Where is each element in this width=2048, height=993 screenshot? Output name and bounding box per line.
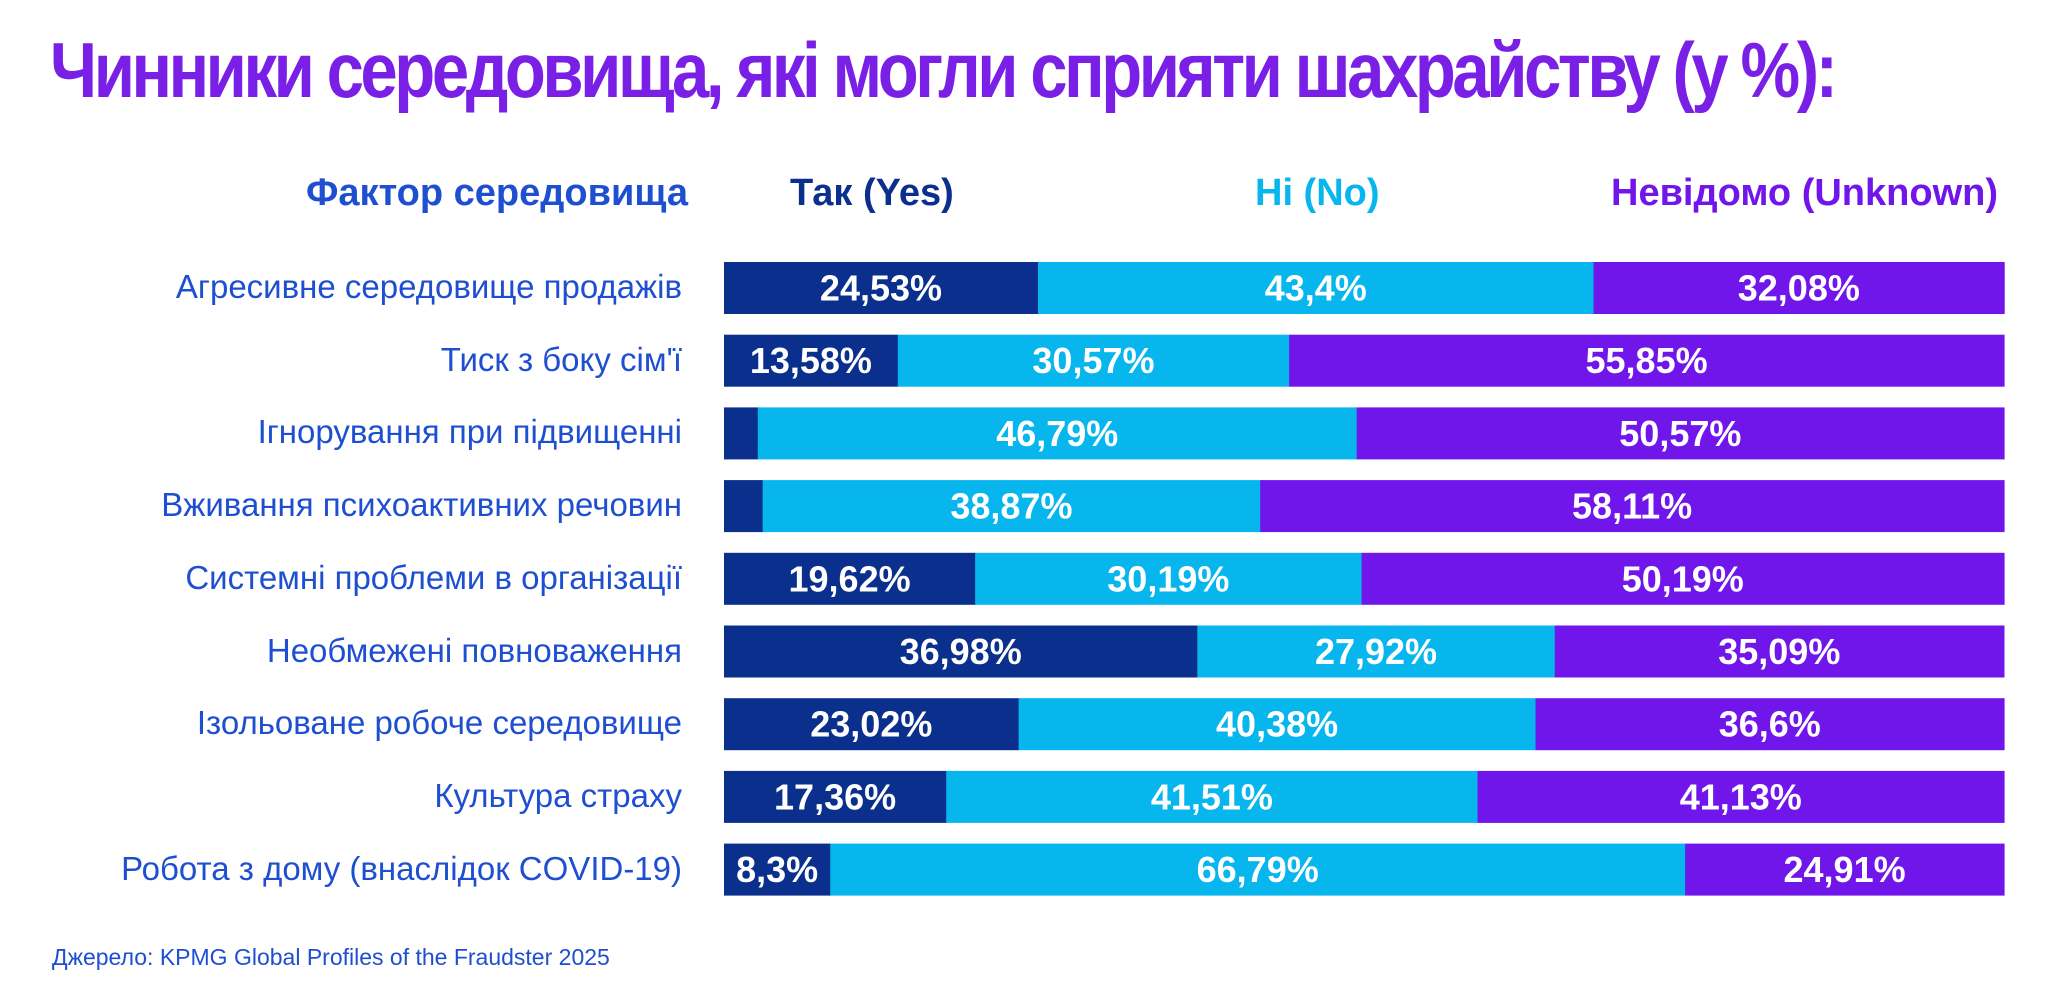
data-label-yes: 24,53% bbox=[820, 268, 942, 309]
category-label: Культура страху bbox=[434, 776, 682, 814]
data-label-yes: 8,3% bbox=[736, 849, 818, 890]
bar-segment-yes bbox=[724, 770, 947, 823]
bar-segment-no bbox=[1037, 262, 1595, 314]
category-label: Вживання психоактивних речовин bbox=[161, 486, 682, 524]
category-label: Системні проблеми в організації bbox=[185, 558, 682, 596]
data-label-no: 27,92% bbox=[1315, 631, 1437, 672]
bar-segment-unknown bbox=[1554, 625, 2005, 678]
bar-segment-unknown bbox=[1356, 407, 2005, 460]
category-label: Ігнорування при підвищенні bbox=[257, 413, 682, 451]
data-label-no: 43,4% bbox=[1265, 268, 1367, 309]
bar-segment-no bbox=[946, 770, 1479, 823]
bar-segment-no bbox=[975, 552, 1363, 605]
data-label-no: 30,19% bbox=[1107, 558, 1229, 599]
bar-segment-yes bbox=[724, 698, 1020, 751]
bar-segment-no bbox=[757, 407, 1358, 460]
category-label: Ізольоване робоче середовище bbox=[196, 704, 682, 742]
bar-segment-unknown bbox=[1289, 334, 2005, 387]
data-label-unknown: 32,08% bbox=[1738, 268, 1860, 309]
bar-segment-unknown bbox=[1593, 262, 2005, 314]
bar-segment-unknown bbox=[1477, 770, 2005, 823]
data-label-unknown: 36,6% bbox=[1719, 704, 1821, 745]
data-label-yes: 23,02% bbox=[810, 704, 932, 745]
bar-segment-no bbox=[830, 843, 1686, 896]
bar-segment-unknown bbox=[1685, 843, 2005, 896]
data-label-no: 41,51% bbox=[1151, 776, 1273, 817]
bar-segment-yes bbox=[724, 625, 1198, 678]
bar-segment-unknown bbox=[1361, 552, 2005, 605]
data-label-yes: 13,58% bbox=[750, 340, 872, 381]
bar-segment-yes bbox=[724, 262, 1039, 314]
data-label-unknown: 50,19% bbox=[1622, 558, 1744, 599]
column-header-unknown: Невідомо (Unknown) bbox=[1611, 172, 1998, 214]
category-label: Агресивне середовище продажів bbox=[175, 268, 682, 305]
data-label-unknown: 35,09% bbox=[1718, 631, 1840, 672]
category-label: Необмежені повноваження bbox=[266, 631, 682, 669]
data-label-yes: 36,98% bbox=[900, 631, 1022, 672]
bar-segment-unknown bbox=[1260, 480, 2005, 533]
category-label: Робота з дому (внаслідок COVID-19) bbox=[121, 849, 682, 887]
bar-segment-yes bbox=[724, 480, 764, 533]
data-label-no: 46,79% bbox=[996, 413, 1118, 454]
data-label-no: 30,57% bbox=[1032, 340, 1154, 381]
source-note: Джерело: KPMG Global Profiles of the Fra… bbox=[52, 944, 610, 970]
data-label-no: 66,79% bbox=[1197, 849, 1319, 890]
data-label-unknown: 41,13% bbox=[1680, 776, 1802, 817]
data-label-unknown: 55,85% bbox=[1586, 340, 1708, 381]
data-label-yes: 17,36% bbox=[774, 776, 896, 817]
column-header-factor: Фактор середовища bbox=[305, 172, 688, 214]
bar-segment-yes bbox=[724, 843, 831, 896]
bar-segment-no bbox=[762, 480, 1261, 533]
bar-segment-no bbox=[1197, 625, 1556, 678]
column-header-yes: Так (Yes) bbox=[790, 172, 954, 214]
category-label: Тиск з боку сім'ї bbox=[440, 340, 682, 378]
data-label-no: 40,38% bbox=[1216, 704, 1338, 745]
data-label-yes: 19,62% bbox=[789, 558, 911, 599]
data-label-no: 38,87% bbox=[950, 486, 1072, 527]
bar-segment-no bbox=[897, 334, 1290, 387]
bar-segment-yes bbox=[724, 552, 976, 605]
column-header-no: Ні (No) bbox=[1255, 172, 1380, 214]
data-label-unknown: 24,91% bbox=[1784, 849, 1906, 890]
bar-segment-unknown bbox=[1535, 698, 2005, 751]
page-title: Чинники середовища, які могли сприяти ша… bbox=[50, 26, 1838, 114]
data-label-unknown: 50,57% bbox=[1619, 413, 1741, 454]
bar-segment-yes bbox=[724, 407, 759, 460]
bar-segment-no bbox=[1018, 698, 1537, 751]
data-label-unknown: 58,11% bbox=[1572, 486, 1692, 527]
bar-segment-yes bbox=[724, 334, 899, 387]
